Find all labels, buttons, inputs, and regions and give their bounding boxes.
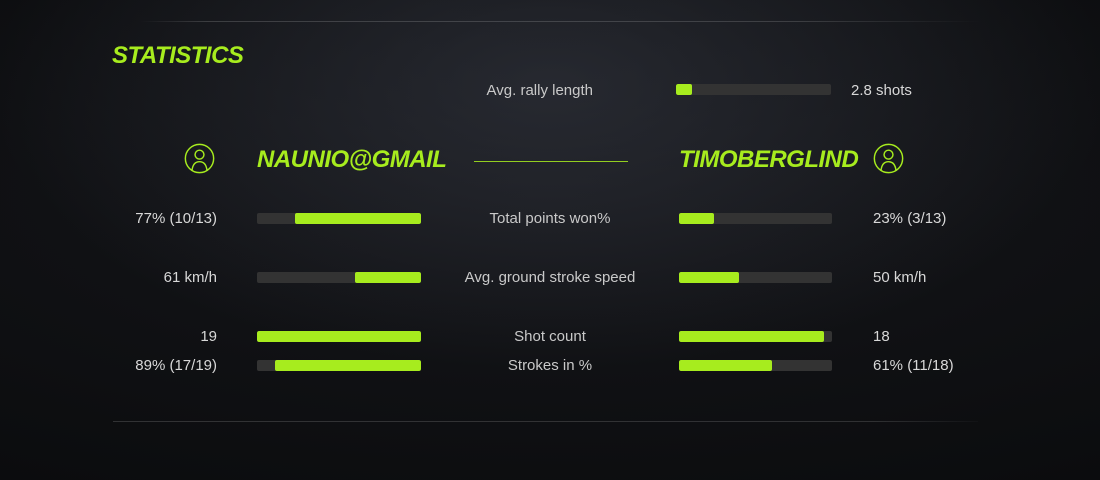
bottom-divider [113, 421, 978, 422]
left-player-value: 77% (10/13) [135, 210, 217, 227]
player-name-right: TIMOBERGLIND [679, 146, 859, 173]
page-title: STATISTICS [112, 42, 244, 69]
stat-row: 89% (17/19) Strokes in % 61% (11/18) [0, 356, 1100, 378]
stat-row: 61 km/h Avg. ground stroke speed 50 km/h [0, 268, 1100, 290]
left-player-value: 61 km/h [163, 269, 217, 286]
stat-label: Total points won% [489, 210, 611, 227]
bar-fill [679, 272, 739, 283]
right-player-bar [679, 213, 832, 224]
right-player-value: 61% (11/18) [873, 357, 954, 374]
stat-row: 19 Shot count 18 [0, 327, 1100, 349]
right-player-bar [679, 360, 832, 371]
bar-fill [679, 331, 825, 342]
user-icon [873, 143, 904, 174]
right-player-value: 23% (3/13) [873, 210, 947, 227]
left-player-bar [257, 272, 421, 283]
bar-fill [275, 360, 421, 371]
player-name-left: NAUNIO@GMAIL [257, 146, 447, 173]
user-icon [184, 143, 215, 174]
bar-fill [355, 272, 421, 283]
left-player-bar [257, 360, 421, 371]
rally-length-value: 2.8 shots [851, 82, 912, 99]
stat-label: Shot count [514, 328, 586, 345]
bar-fill [679, 360, 773, 371]
bar-fill [676, 84, 692, 95]
right-player-bar [679, 331, 832, 342]
stat-label: Avg. ground stroke speed [464, 269, 636, 286]
rally-length-bar [676, 84, 831, 95]
left-player-value: 19 [200, 328, 217, 345]
right-player-value: 18 [873, 328, 890, 345]
right-player-value: 50 km/h [873, 269, 927, 286]
rally-length-label: Avg. rally length [486, 82, 593, 99]
right-player-bar [679, 272, 832, 283]
left-player-bar [257, 331, 421, 342]
top-divider [140, 21, 982, 22]
left-player-bar [257, 213, 421, 224]
names-divider [474, 161, 628, 162]
bar-fill [257, 331, 421, 342]
stat-row: 77% (10/13) Total points won% 23% (3/13) [0, 209, 1100, 231]
stat-label: Strokes in % [507, 357, 593, 374]
left-player-value: 89% (17/19) [135, 357, 217, 374]
bar-fill [679, 213, 715, 224]
bar-fill [294, 213, 421, 224]
